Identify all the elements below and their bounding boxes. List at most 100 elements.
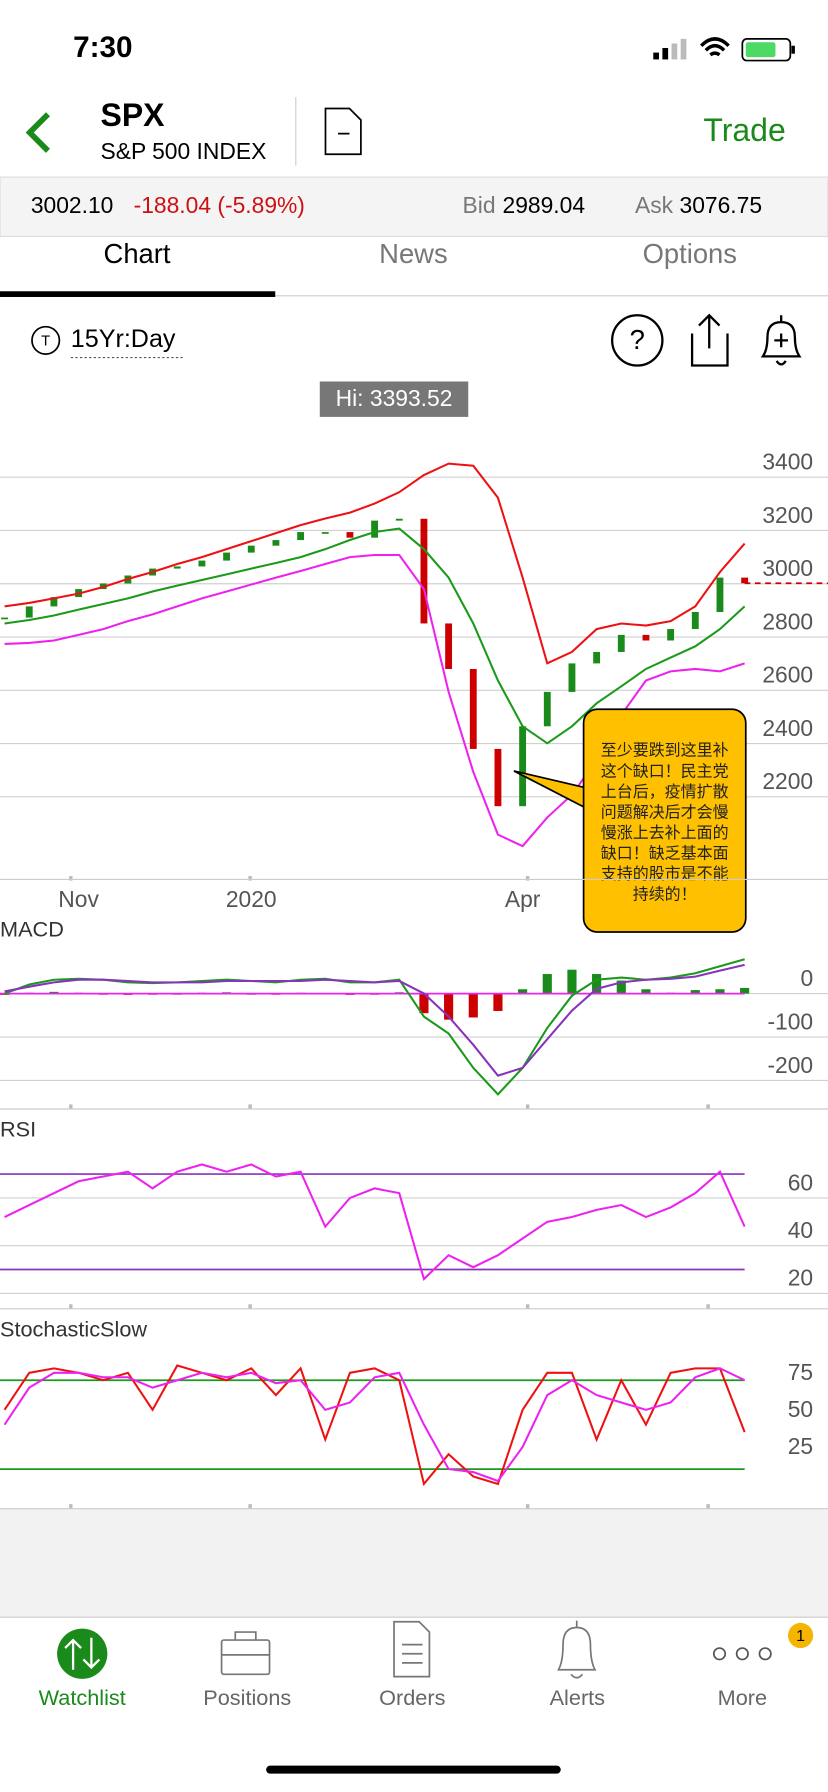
candle [25,606,33,618]
bid-label: Bid [463,192,496,218]
series-line [3,1364,746,1487]
x-tick-label: 2020 [226,886,277,912]
histogram-bar [641,989,651,994]
histogram-bar [419,993,429,1014]
y-tick-label: 75 [788,1359,813,1385]
back-button[interactable] [25,112,50,153]
empty-area [0,1508,828,1618]
candle [223,552,231,561]
y-tick-label: 40 [788,1217,813,1243]
series-line [4,963,745,1077]
candle [272,540,280,546]
candle [395,518,403,521]
tab[interactable]: Chart [104,238,171,269]
candle [445,623,453,669]
nav-item[interactable]: Orders [379,1685,445,1710]
ask: 3076.75 [680,192,763,218]
annotation-line: 慢涨上去补上面的 [601,824,729,842]
price-change: -188.04 (-5.89%) [134,192,305,218]
nav-bar: Watchlist Positions Orders Alerts More [39,1685,767,1710]
y-tick-label: 60 [788,1169,813,1195]
nav-item[interactable]: Alerts [550,1685,606,1710]
candle [1,617,8,620]
candle [198,560,206,567]
quote-bar [0,176,828,238]
high-label: Hi: 3393.52 [336,385,453,411]
candle [593,651,601,664]
annotation-line: 支持的股市是不能 [601,865,729,883]
bid: 2989.04 [503,192,586,218]
trade-button[interactable]: Trade [703,112,785,148]
nav-item[interactable]: Watchlist [39,1685,126,1710]
candle [420,518,428,624]
candle [297,532,305,541]
panel-title: MACD [0,917,64,942]
annotation-box [582,708,747,933]
candle [321,532,329,534]
y-tick-label: 3200 [762,502,813,528]
timer-icon[interactable] [31,325,61,355]
histogram-bar [592,974,602,994]
y-tick-label: 25 [788,1433,813,1459]
candle [617,634,625,652]
candle [346,532,354,538]
badge [788,1622,814,1649]
annotation-text: 至少要跌到这里补这个缺口！民主党上台后，疫情扩散问题解决后才会慢慢涨上去补上面的… [601,742,729,904]
annotation-line: 至少要跌到这里补 [601,742,729,760]
candle [50,597,58,607]
panel-title: RSI [0,1116,36,1141]
series-line [4,1163,746,1281]
annotation-line: 缺口！缺乏基本面 [601,845,729,863]
y-tick-label: -200 [767,1052,813,1078]
range-selector[interactable]: 15Yr:Day [71,325,176,353]
annotation-line: 问题解决后才会慢 [601,803,729,821]
status-icons [653,37,795,62]
symbol: SPX [101,97,166,133]
high-label-box [319,381,469,417]
candle [667,629,675,641]
nav-item[interactable]: More [718,1685,767,1710]
y-tick-label: 2800 [762,608,813,634]
histogram-bar [444,993,454,1020]
series-line [4,462,746,665]
annotation-line: 持续的！ [633,886,697,904]
candle [716,577,724,612]
y-tick-label: -100 [767,1008,813,1034]
symbol-name: S&P 500 INDEX [101,138,267,164]
tab-underline [0,291,276,297]
annotation-joint [584,785,590,809]
candle [371,520,379,538]
ask-label: Ask [635,192,674,218]
y-tick-label: 0 [800,965,813,991]
candle [691,611,699,630]
candle [543,691,551,727]
nav-item[interactable]: Positions [203,1685,291,1710]
histogram-bar [518,989,528,994]
histogram-bar [690,990,700,994]
y-tick-label: 3000 [762,555,813,581]
y-tick-label: 2400 [762,715,813,741]
panel-title: StochasticSlow [0,1316,147,1341]
charts: 2200 2400 2600 2800 3000 3200 3400 Nov 2020 Apr MA… [0,449,828,1509]
home-indicator [266,1765,561,1774]
help-button[interactable] [611,314,664,367]
tab[interactable]: Options [643,238,737,269]
y-tick-label: 3400 [762,449,813,475]
y-tick-label: 2200 [762,768,813,794]
time: 7:30 [73,31,132,64]
x-tick-label: Apr [505,886,541,912]
annotation-line: 上台后，疫情扩散 [601,783,729,801]
histogram-bar [715,989,725,994]
series-line [3,1367,746,1483]
document-button[interactable] [324,107,362,156]
last-price: 3002.10 [31,192,114,218]
share-button[interactable] [690,313,729,367]
help-icon: ? [630,324,645,355]
alert-button[interactable] [760,315,802,366]
candle [469,668,477,749]
tab[interactable]: News [379,238,448,269]
y-tick-label: 50 [788,1396,813,1422]
candle [519,726,527,807]
histogram-bar [49,991,59,994]
